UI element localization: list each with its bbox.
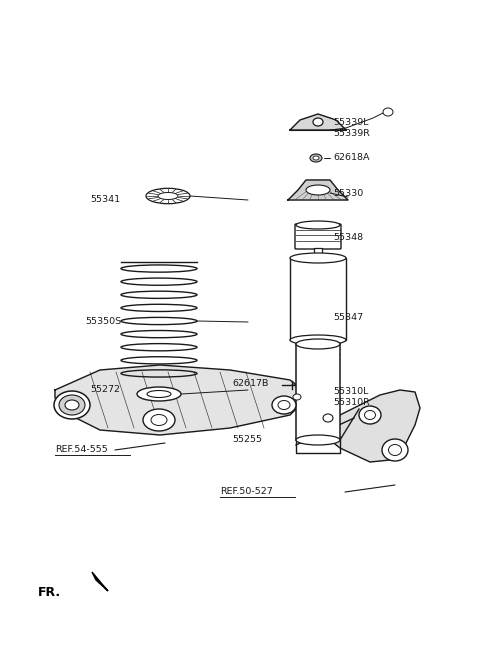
Text: 55350S: 55350S	[85, 318, 121, 326]
Ellipse shape	[54, 391, 90, 419]
Ellipse shape	[296, 221, 340, 229]
Bar	[313, 340, 323, 344]
FancyBboxPatch shape	[295, 224, 341, 249]
Ellipse shape	[151, 415, 167, 426]
Bar	[296, 344, 340, 440]
Ellipse shape	[382, 439, 408, 461]
Ellipse shape	[306, 185, 330, 195]
Ellipse shape	[313, 118, 323, 126]
Ellipse shape	[65, 400, 79, 410]
Ellipse shape	[359, 406, 381, 424]
Ellipse shape	[364, 411, 375, 419]
Ellipse shape	[146, 188, 190, 204]
Ellipse shape	[59, 395, 85, 415]
Ellipse shape	[278, 400, 290, 409]
Polygon shape	[330, 390, 420, 462]
Text: 55255: 55255	[232, 436, 262, 445]
Bar	[290, 258, 346, 340]
Bar	[314, 248, 322, 258]
Polygon shape	[290, 114, 346, 130]
Ellipse shape	[293, 394, 301, 400]
Text: 62617B: 62617B	[232, 379, 268, 388]
Text: 55339L
55339R: 55339L 55339R	[333, 118, 370, 138]
Text: 62618A: 62618A	[333, 153, 370, 162]
Ellipse shape	[147, 390, 171, 398]
Text: 55341: 55341	[90, 195, 120, 204]
Polygon shape	[55, 365, 310, 435]
Text: FR.: FR.	[38, 586, 61, 599]
Ellipse shape	[313, 156, 319, 160]
Text: 55348: 55348	[333, 233, 363, 242]
Ellipse shape	[323, 414, 333, 422]
Ellipse shape	[296, 339, 340, 349]
Ellipse shape	[143, 409, 175, 431]
Ellipse shape	[272, 396, 296, 414]
Text: 55347: 55347	[333, 314, 363, 322]
Ellipse shape	[383, 108, 393, 116]
Ellipse shape	[158, 193, 178, 200]
Text: 55330: 55330	[333, 189, 363, 198]
Text: 55272: 55272	[90, 386, 120, 394]
Ellipse shape	[137, 387, 181, 401]
Polygon shape	[288, 180, 348, 200]
Ellipse shape	[290, 253, 346, 263]
Ellipse shape	[310, 154, 322, 162]
Polygon shape	[92, 572, 108, 591]
Ellipse shape	[388, 445, 401, 455]
Text: REF.54-555: REF.54-555	[55, 445, 108, 455]
Ellipse shape	[290, 335, 346, 345]
Text: REF.50-527: REF.50-527	[220, 487, 273, 496]
Text: 55310L
55310R: 55310L 55310R	[333, 387, 370, 407]
Ellipse shape	[296, 435, 340, 445]
